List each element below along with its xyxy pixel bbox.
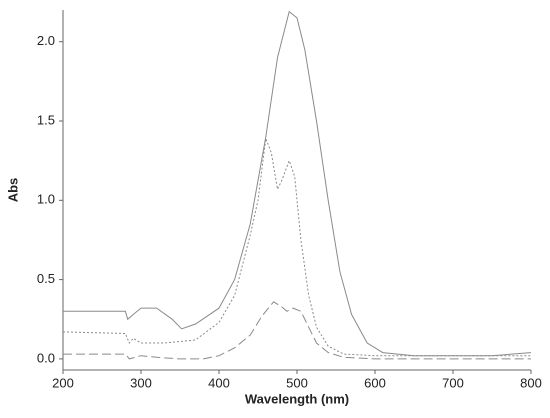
x-tick-label: 700: [442, 375, 464, 390]
line: [62, 138, 531, 357]
x-axis-title: Wavelength (nm): [245, 391, 349, 406]
x-tick-label: 400: [208, 375, 230, 390]
y-tick-label: 1.5: [37, 112, 55, 127]
line: [63, 10, 532, 357]
y-tick-label: 0.0: [37, 350, 55, 365]
line: [63, 301, 531, 360]
x-tick-label: 300: [130, 375, 152, 390]
x-tick-label: 800: [520, 375, 542, 390]
y-axis-title: Abs: [5, 178, 20, 203]
x-tick-label: 500: [286, 375, 308, 390]
y-tick-label: 0.5: [37, 271, 55, 286]
y-tick-label: 1.0: [37, 192, 55, 207]
x-tick-label: 200: [52, 375, 74, 390]
x-tick-label: 600: [364, 375, 386, 390]
y-tick-label: 2.0: [37, 33, 55, 48]
